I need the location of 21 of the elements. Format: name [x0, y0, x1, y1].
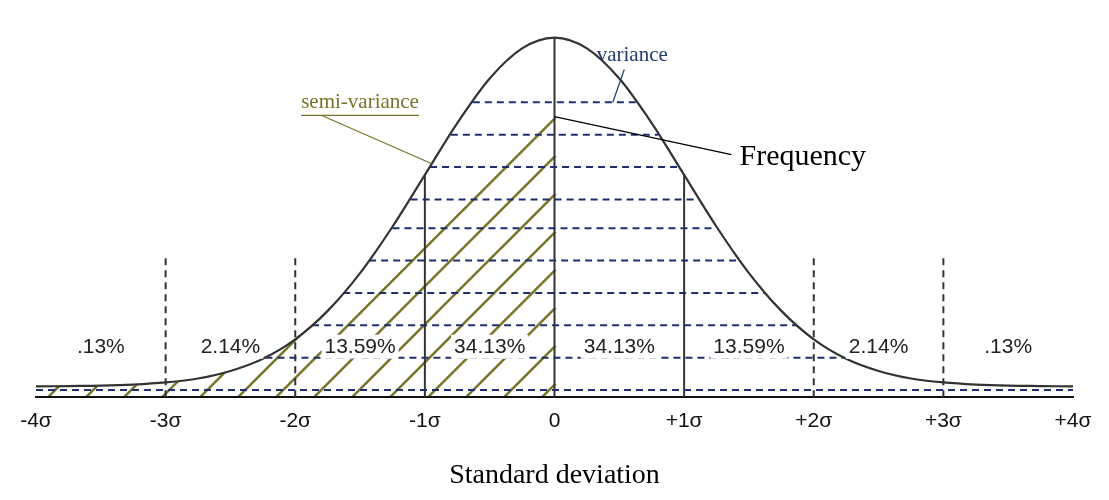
annotation: 13.59% [713, 333, 785, 357]
annotation: 13.59% [324, 333, 396, 357]
x-tick-label: +4σ [1054, 407, 1092, 431]
annotation: .13% [76, 333, 125, 357]
annotation: Frequency [739, 137, 867, 171]
x-tick-label: -2σ [279, 407, 312, 431]
x-tick-label: +2σ [795, 407, 833, 431]
x-tick-label: 0 [548, 407, 561, 431]
annotation: 2.14% [848, 333, 909, 357]
annotation: 34.13% [454, 333, 526, 357]
x-tick-label: +3σ [924, 407, 962, 431]
x-tick-label: -3σ [149, 407, 182, 431]
x-tick-label: -4σ [20, 407, 52, 431]
annotation: 2.14% [200, 333, 261, 357]
annotation: variance [596, 42, 668, 67]
x-tick-label: -1σ [409, 407, 441, 431]
x-tick-label: +1σ [665, 407, 703, 431]
x-axis-title: Standard deviation [449, 457, 660, 489]
annotation: semi-variance [301, 88, 419, 113]
annotation: .13% [984, 333, 1033, 357]
annotation: 34.13% [583, 333, 655, 357]
